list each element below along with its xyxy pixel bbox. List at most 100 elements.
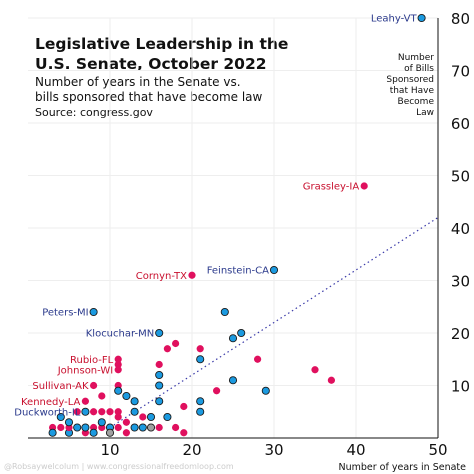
data-point [155, 328, 164, 338]
data-point [155, 397, 164, 406]
x-tick-label: 40 [346, 441, 365, 459]
chart-source: Source: congress.gov [35, 106, 153, 119]
y-tick-label: 40 [451, 220, 470, 238]
data-point [155, 360, 163, 369]
gridlines [28, 17, 439, 438]
point-label: Peters-MI [42, 308, 88, 319]
data-point [56, 412, 65, 422]
x-tick-label: 20 [182, 441, 201, 459]
trend-line [109, 216, 439, 429]
data-point [89, 428, 98, 437]
chart-subtitle: Number of years in the Senate vs. bills … [35, 75, 263, 104]
data-point [90, 408, 98, 416]
chart-title: Legislative Leadership in the U.S. Senat… [35, 35, 289, 73]
data-point [98, 408, 106, 416]
data-point [57, 423, 65, 432]
point-labels: Leahy-VT Grassley-IA Cornyn-TX Feinstein-CA… [14, 14, 417, 419]
x-tick-label: 10 [100, 441, 119, 459]
data-point [89, 307, 98, 317]
data-point [114, 355, 122, 363]
data-point [122, 391, 131, 401]
data-point [180, 429, 188, 437]
data-point [130, 397, 139, 406]
data-point [81, 397, 89, 405]
point-label: Klocuchar-MN [86, 329, 154, 340]
data-point [48, 428, 57, 437]
data-point [155, 370, 164, 380]
point-label: Leahy-VT [371, 14, 418, 25]
data-point [122, 429, 130, 437]
data-point [327, 376, 335, 384]
data-points [48, 13, 426, 437]
y-tick-label: 30 [451, 273, 470, 291]
data-point [196, 407, 205, 416]
data-point [254, 355, 262, 363]
data-point [130, 423, 139, 432]
data-point [139, 413, 147, 421]
data-point [122, 418, 130, 426]
y-tick-label: 50 [451, 168, 470, 186]
data-point [64, 418, 74, 427]
y-axis-label-line: that Have [390, 86, 435, 96]
data-point [106, 408, 114, 416]
data-point [90, 381, 98, 390]
data-point [311, 366, 319, 374]
data-point [146, 412, 156, 422]
y-axis-label-line: of Bills [404, 64, 434, 74]
data-point [172, 339, 180, 348]
y-axis-label-line: Number [398, 53, 434, 63]
data-point [73, 423, 82, 432]
data-point [196, 355, 205, 364]
data-point [417, 13, 426, 23]
data-point [114, 413, 122, 421]
y-axis-label-line: Become [398, 97, 435, 107]
data-point [213, 387, 221, 395]
data-point [114, 386, 123, 395]
data-point [155, 381, 164, 390]
x-tick-label: 50 [428, 441, 447, 459]
data-point [81, 407, 90, 416]
point-label: Feinstein-CA [207, 266, 269, 277]
data-point [228, 376, 238, 385]
data-point [81, 423, 90, 432]
x-tick-labels: 10 20 30 40 50 [100, 441, 447, 459]
point-label: Sullivan-AK [32, 381, 89, 392]
point-label: Johnson-WI [57, 365, 113, 376]
data-point [228, 334, 238, 343]
data-point [138, 423, 147, 432]
data-point [188, 271, 196, 279]
data-point [163, 412, 172, 422]
data-point [73, 408, 81, 416]
y-tick-label: 80 [451, 10, 470, 28]
data-point [114, 423, 122, 432]
data-point [196, 397, 205, 406]
data-point [130, 407, 139, 416]
point-label: Grassley-IA [303, 182, 360, 193]
y-tick-label: 20 [451, 325, 470, 343]
data-point [220, 307, 229, 317]
data-point [114, 366, 122, 374]
y-tick-label: 10 [451, 378, 470, 396]
credit-text: @Robsaywelcolum | www.congressionalfreed… [4, 462, 234, 471]
data-point [163, 345, 171, 353]
data-point [196, 345, 204, 353]
data-point [97, 418, 106, 427]
y-tick-label: 60 [451, 115, 470, 133]
x-axis-label: Number of years in Senate [339, 462, 467, 473]
data-point [105, 428, 115, 437]
data-point [261, 386, 270, 395]
data-point [237, 328, 246, 338]
x-tick-label: 30 [264, 441, 283, 459]
point-label: Cornyn-TX [136, 271, 187, 282]
point-label: Kennedy-LA [21, 397, 81, 408]
data-point [146, 423, 156, 432]
data-point [172, 423, 180, 432]
y-tick-label: 70 [451, 63, 470, 81]
data-point [114, 408, 122, 416]
point-label: Rubio-FL [70, 355, 114, 366]
y-axis-label-line: Law [416, 108, 434, 118]
data-point [98, 392, 106, 400]
data-point [114, 360, 122, 369]
